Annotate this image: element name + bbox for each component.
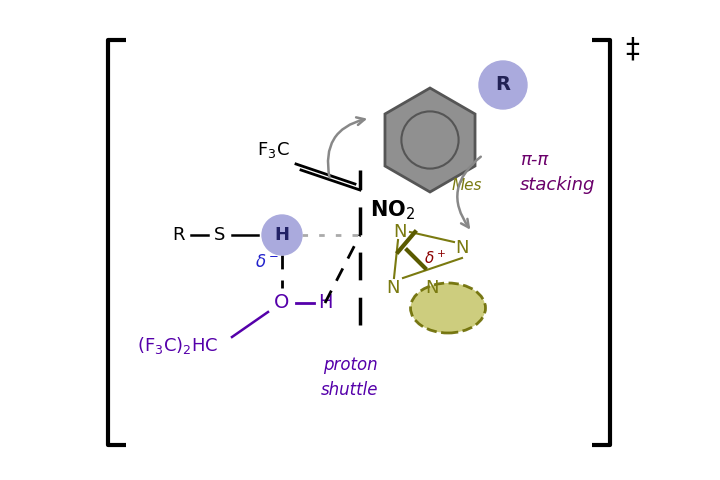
- Text: N: N: [455, 239, 469, 257]
- Polygon shape: [385, 88, 475, 192]
- Text: H: H: [274, 226, 289, 244]
- Text: $\delta^+$: $\delta^+$: [424, 249, 446, 267]
- Text: proton: proton: [323, 356, 377, 374]
- Text: $\delta^-$: $\delta^-$: [255, 253, 279, 271]
- Text: R: R: [495, 75, 510, 95]
- Text: O: O: [274, 293, 289, 312]
- Text: N: N: [426, 279, 438, 297]
- Text: F$_3$C: F$_3$C: [257, 140, 289, 160]
- Text: stacking: stacking: [520, 176, 595, 194]
- Text: S: S: [215, 226, 225, 244]
- Text: N: N: [386, 279, 400, 297]
- FancyArrowPatch shape: [457, 156, 481, 228]
- Circle shape: [262, 215, 302, 255]
- Text: R: R: [172, 226, 184, 244]
- Text: π-π: π-π: [520, 151, 548, 169]
- Text: shuttle: shuttle: [321, 381, 379, 399]
- Text: Mes: Mes: [452, 178, 482, 192]
- FancyArrowPatch shape: [328, 118, 364, 177]
- Text: NO$_2$: NO$_2$: [370, 198, 415, 222]
- Text: (F$_3$C)$_2$HC: (F$_3$C)$_2$HC: [138, 335, 219, 356]
- Circle shape: [479, 61, 527, 109]
- Text: ‡: ‡: [625, 35, 639, 63]
- Text: H: H: [318, 293, 332, 312]
- Ellipse shape: [410, 283, 485, 333]
- Text: N: N: [393, 223, 407, 241]
